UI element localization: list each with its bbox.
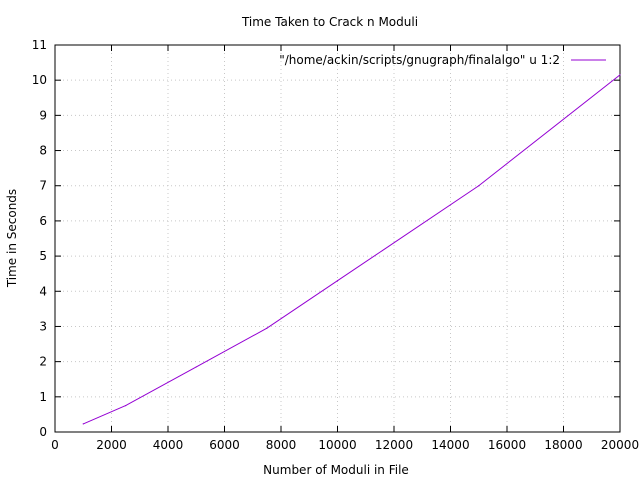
y-axis-label: Time in Seconds [5, 189, 19, 288]
x-tick-label: 10000 [318, 438, 356, 452]
data-point [266, 327, 268, 329]
x-tick-label: 0 [51, 438, 59, 452]
x-tick-label: 12000 [375, 438, 413, 452]
y-tick-label: 8 [39, 144, 47, 158]
data-point [478, 185, 480, 187]
legend: "/home/ackin/scripts/gnugraph/finalalgo"… [279, 53, 606, 67]
x-tick-label: 16000 [488, 438, 526, 452]
data-point [336, 280, 339, 282]
y-tick-label: 9 [39, 108, 47, 122]
x-tick-label: 20000 [601, 438, 639, 452]
x-tick-label: 18000 [544, 438, 582, 452]
axis-ticks: 0 2000 4000 6000 8000 10000 12000 14000 16000 180… [32, 38, 639, 452]
data-point [82, 423, 84, 425]
data-point [619, 74, 621, 76]
x-axis-label: Number of Moduli in File [263, 463, 409, 477]
y-tick-label: 6 [39, 214, 47, 228]
y-tick-label: 5 [39, 249, 47, 263]
y-tick-label: 1 [39, 390, 47, 404]
x-tick-label: 8000 [266, 438, 297, 452]
series-line [83, 74, 621, 425]
grid [55, 45, 620, 432]
x-tick-label: 2000 [96, 438, 127, 452]
y-tick-label: 2 [39, 355, 47, 369]
chart-title: Time Taken to Crack n Moduli [241, 15, 418, 29]
data-point [195, 366, 197, 368]
data-point [125, 405, 127, 407]
y-tick-label: 11 [32, 38, 47, 52]
y-tick-label: 0 [39, 425, 47, 439]
series-layer [82, 74, 621, 425]
y-tick-label: 10 [32, 73, 47, 87]
x-tick-label: 14000 [431, 438, 469, 452]
y-tick-label: 3 [39, 319, 47, 333]
legend-label: "/home/ackin/scripts/gnugraph/finalalgo"… [279, 53, 560, 67]
x-tick-label: 6000 [209, 438, 240, 452]
y-tick-label: 4 [39, 284, 47, 298]
x-tick-label: 4000 [153, 438, 184, 452]
y-tick-label: 7 [39, 179, 47, 193]
